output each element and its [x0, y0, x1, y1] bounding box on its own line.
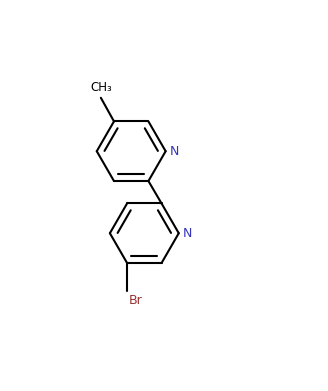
Text: N: N: [183, 227, 192, 240]
Text: CH₃: CH₃: [91, 81, 113, 94]
Text: N: N: [170, 145, 179, 158]
Text: Br: Br: [129, 294, 142, 307]
